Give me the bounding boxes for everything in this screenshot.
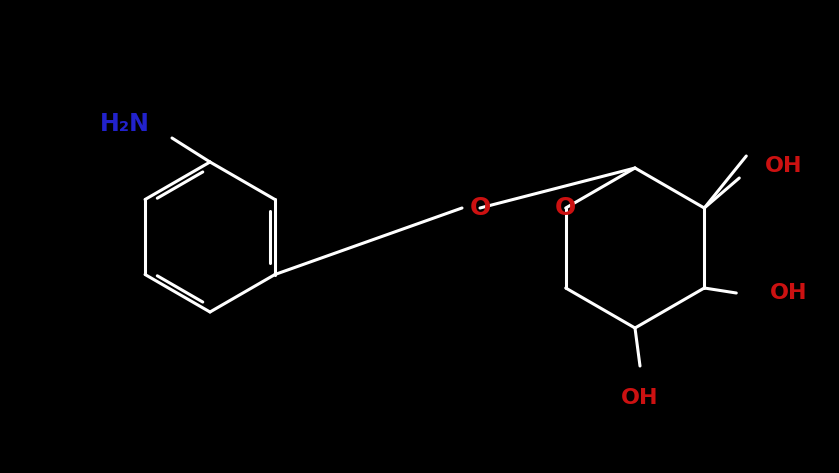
Text: OH: OH bbox=[765, 156, 803, 176]
Text: H₂N: H₂N bbox=[100, 112, 150, 136]
Text: O: O bbox=[555, 196, 576, 220]
Text: OH: OH bbox=[770, 283, 808, 303]
Text: O: O bbox=[470, 196, 492, 220]
Text: OH: OH bbox=[621, 388, 659, 408]
